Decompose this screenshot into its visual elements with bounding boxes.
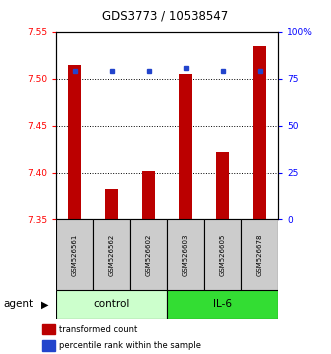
- Text: GSM526603: GSM526603: [183, 234, 189, 276]
- Bar: [167, 219, 204, 290]
- Bar: [216, 152, 229, 219]
- Text: GDS3773 / 10538547: GDS3773 / 10538547: [102, 10, 229, 22]
- Bar: [105, 189, 118, 219]
- Text: ▶: ▶: [41, 299, 48, 309]
- Bar: [68, 65, 81, 219]
- Text: GSM526562: GSM526562: [109, 234, 115, 276]
- Text: GSM526561: GSM526561: [72, 234, 78, 276]
- Text: IL-6: IL-6: [213, 299, 232, 309]
- Text: control: control: [94, 299, 130, 309]
- Bar: [253, 46, 266, 219]
- Bar: [130, 219, 167, 290]
- Text: transformed count: transformed count: [59, 325, 137, 333]
- Text: GSM526602: GSM526602: [146, 234, 152, 276]
- Text: GSM526678: GSM526678: [257, 234, 262, 276]
- Bar: [42, 324, 55, 335]
- Bar: [241, 219, 278, 290]
- Bar: [56, 219, 93, 290]
- Bar: [179, 74, 192, 219]
- Text: GSM526605: GSM526605: [219, 234, 226, 276]
- Bar: [42, 340, 55, 350]
- Bar: [142, 171, 155, 219]
- Bar: [93, 219, 130, 290]
- Bar: [204, 219, 241, 290]
- Text: percentile rank within the sample: percentile rank within the sample: [59, 341, 201, 350]
- Bar: [167, 290, 278, 319]
- Bar: [56, 290, 167, 319]
- Text: agent: agent: [3, 299, 33, 309]
